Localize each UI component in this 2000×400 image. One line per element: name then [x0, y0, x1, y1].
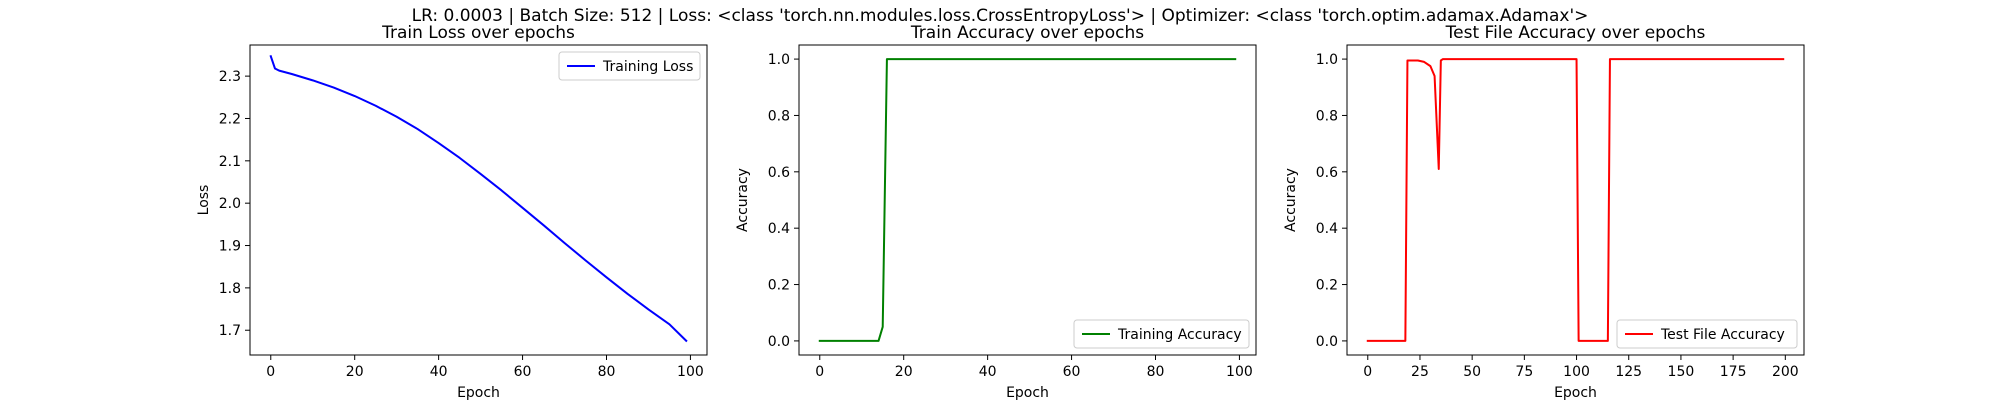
legend-label: Training Loss: [602, 59, 693, 75]
y-tick-label: 1.0: [768, 52, 790, 68]
y-tick-label: 1.7: [219, 323, 241, 339]
subplot-title: Train Loss over epochs: [381, 23, 575, 43]
legend-label: Test File Accuracy: [1660, 327, 1785, 343]
y-tick-label: 0.6: [768, 165, 790, 181]
y-tick-label: 1.0: [1316, 52, 1338, 68]
y-tick-label: 2.2: [219, 111, 241, 127]
x-tick-label: 0: [266, 364, 275, 380]
x-tick-label: 40: [979, 364, 997, 380]
y-axis-label: Accuracy: [1283, 168, 1299, 232]
x-tick-label: 0: [1363, 364, 1372, 380]
series-line-training-loss: [269, 54, 688, 343]
x-tick-label: 150: [1668, 364, 1695, 380]
x-tick-label: 200: [1772, 364, 1799, 380]
legend-label: Training Accuracy: [1117, 327, 1242, 343]
x-tick-label: 175: [1720, 364, 1747, 380]
figure-suptitle: LR: 0.0003 | Batch Size: 512 | Loss: <cl…: [412, 6, 1589, 26]
x-tick-label: 100: [1563, 364, 1590, 380]
axes-container: Train Loss over epochs Epoch Loss 0 20 40 60 80…: [196, 23, 1805, 400]
legend: Training Loss: [558, 51, 701, 81]
x-tick-label: 0: [815, 364, 824, 380]
x-tick-label: 60: [514, 364, 532, 380]
legend-box: [1073, 319, 1250, 349]
x-tick-label: 75: [1515, 364, 1533, 380]
axes-frame: [1346, 44, 1805, 356]
x-tick-label: 80: [598, 364, 616, 380]
x-axis-label: Epoch: [1006, 385, 1049, 400]
y-tick-label: 1.8: [219, 281, 241, 297]
y-axis-label: Accuracy: [735, 168, 751, 232]
y-tick-label: 0.8: [1316, 108, 1338, 124]
y-tick-label: 0.0: [768, 334, 790, 350]
y-tick-label: 0.0: [1316, 334, 1338, 350]
y-tick-label: 0.4: [768, 221, 790, 237]
series-line-training-accuracy: [818, 58, 1237, 342]
x-tick-label: 20: [346, 364, 364, 380]
subplot-1: Train Loss over epochs Epoch Loss 0 20 40 60 80…: [196, 23, 708, 400]
y-tick-label: 2.0: [219, 196, 241, 212]
legend: Training Accuracy: [1073, 319, 1250, 349]
y-tick-label: 0.8: [768, 108, 790, 124]
legend-box: [558, 51, 701, 81]
subplot-title: Test File Accuracy over epochs: [1445, 23, 1706, 43]
subplot-2: Train Accuracy over epochs Epoch Accuracy 0…: [735, 23, 1257, 400]
y-tick-label: 0.2: [1316, 278, 1338, 294]
x-tick-label: 125: [1615, 364, 1642, 380]
series-line-test-file-accuracy: [1366, 58, 1785, 342]
legend-box: [1616, 319, 1798, 349]
x-tick-label: 50: [1463, 364, 1481, 380]
y-tick-label: 2.1: [219, 154, 241, 170]
axes-frame: [798, 44, 1257, 356]
y-tick-label: 2.3: [219, 69, 241, 85]
y-axis-label: Loss: [196, 185, 212, 216]
x-tick-label: 80: [1147, 364, 1165, 380]
y-tick-label: 0.6: [1316, 165, 1338, 181]
x-axis-label: Epoch: [457, 385, 500, 400]
x-tick-label: 100: [1226, 364, 1253, 380]
x-tick-label: 25: [1411, 364, 1429, 380]
x-tick-label: 40: [430, 364, 448, 380]
x-tick-label: 60: [1063, 364, 1081, 380]
x-tick-label: 100: [677, 364, 704, 380]
x-tick-label: 20: [895, 364, 913, 380]
x-axis-label: Epoch: [1554, 385, 1597, 400]
y-tick-label: 1.9: [219, 239, 241, 255]
subplot-3: Test File Accuracy over epochs Epoch Accur…: [1283, 23, 1805, 400]
legend: Test File Accuracy: [1616, 319, 1798, 349]
y-tick-label: 0.4: [1316, 221, 1338, 237]
axes-frame: [249, 44, 708, 356]
y-tick-label: 0.2: [768, 278, 790, 294]
subplot-title: Train Accuracy over epochs: [910, 23, 1144, 43]
